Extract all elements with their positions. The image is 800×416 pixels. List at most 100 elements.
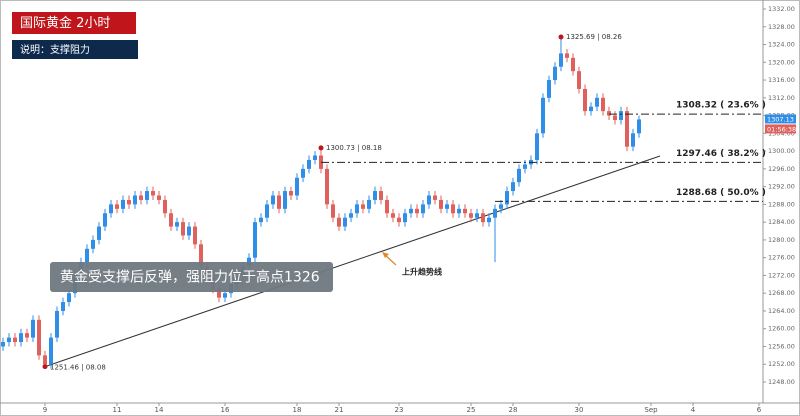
y-tick-label: 1268.00 xyxy=(768,289,795,297)
candle-body xyxy=(637,119,641,134)
price-tag-label: 1307.13 xyxy=(767,115,794,123)
candle-body xyxy=(571,57,575,72)
y-tick-label: 1324.00 xyxy=(768,41,795,49)
candle-body xyxy=(313,155,317,160)
candle-body xyxy=(325,168,329,205)
candle-body xyxy=(25,333,29,338)
candle-body xyxy=(97,226,101,240)
chart-subtitle: 说明：支撑阻力 xyxy=(20,43,90,56)
candle-body xyxy=(595,97,599,107)
candle-body xyxy=(121,199,125,209)
candle-body xyxy=(589,106,593,112)
x-tick-label: 21 xyxy=(335,406,344,414)
point-marker xyxy=(318,145,324,151)
candle-body xyxy=(67,293,71,303)
candle-body xyxy=(469,213,473,218)
candle-body xyxy=(1,342,5,347)
y-tick-label: 1248.00 xyxy=(768,378,795,386)
candle-body xyxy=(13,337,17,343)
point-label: 1251.46 | 08.08 xyxy=(50,364,106,372)
candle-body xyxy=(427,195,431,205)
candle-body xyxy=(103,213,107,227)
candle-body xyxy=(85,248,89,263)
candle-body xyxy=(43,355,47,365)
candle-body xyxy=(505,191,509,205)
candle-body xyxy=(535,133,539,160)
y-tick-label: 1292.00 xyxy=(768,183,795,191)
x-tick-label: 18 xyxy=(293,406,302,414)
candle-body xyxy=(511,182,515,192)
candle-body xyxy=(553,66,557,81)
candle-body xyxy=(391,213,395,218)
candle-body xyxy=(631,133,635,147)
x-tick-label: 28 xyxy=(509,406,518,414)
level-label: 1297.46 ( 38.2% ) xyxy=(676,149,766,159)
candle-body xyxy=(55,310,59,338)
candle-body xyxy=(475,213,479,218)
candle-body xyxy=(445,204,449,209)
candle-body xyxy=(193,226,197,245)
candle-body xyxy=(361,204,365,209)
candle-body xyxy=(415,208,419,214)
y-tick-label: 1284.00 xyxy=(768,218,795,226)
y-tick-label: 1256.00 xyxy=(768,342,795,350)
y-tick-label: 1296.00 xyxy=(768,165,795,173)
callout-box xyxy=(50,262,333,292)
candle-body xyxy=(481,213,485,223)
candle-body xyxy=(175,222,179,227)
candle-body xyxy=(301,168,305,178)
y-tick-label: 1264.00 xyxy=(768,307,795,315)
candle-body xyxy=(541,97,545,134)
candle-body xyxy=(37,319,41,356)
candle-body xyxy=(289,191,293,196)
candle-body xyxy=(457,208,461,214)
x-tick-label: 6 xyxy=(757,406,762,414)
candle-body xyxy=(127,199,131,205)
candle-body xyxy=(439,199,443,209)
candle-body xyxy=(7,337,11,343)
candle-body xyxy=(499,204,503,209)
candle-body xyxy=(487,217,491,223)
candle-body xyxy=(601,97,605,112)
candle-body xyxy=(463,208,467,214)
y-tick-label: 1328.00 xyxy=(768,23,795,31)
x-tick-label: Sep xyxy=(644,406,658,414)
candle-body xyxy=(331,204,335,218)
x-tick-label: 4 xyxy=(691,406,696,414)
candle-body xyxy=(619,111,623,121)
y-tick-label: 1252.00 xyxy=(768,360,795,368)
candle-body xyxy=(151,191,155,196)
timer-tag xyxy=(765,124,796,134)
candle-body xyxy=(271,195,275,205)
y-tick-label: 1288.00 xyxy=(768,200,795,208)
timer-label: 01:56:38 xyxy=(767,125,796,133)
candle-body xyxy=(583,88,587,112)
point-marker xyxy=(42,364,48,370)
title-box xyxy=(12,12,136,34)
candle-body xyxy=(565,53,569,58)
x-tick-label: 9 xyxy=(43,406,47,414)
candle-body xyxy=(163,199,167,214)
y-tick-label: 1280.00 xyxy=(768,236,795,244)
y-tick-label: 1300.00 xyxy=(768,147,795,155)
point-label: 1325.69 | 08.26 xyxy=(566,33,622,41)
candle-body xyxy=(337,217,341,227)
candle-body xyxy=(607,111,611,116)
point-marker xyxy=(558,34,564,40)
candle-body xyxy=(379,191,383,200)
candle-body xyxy=(451,204,455,214)
candle-body xyxy=(307,159,311,169)
candle-body xyxy=(19,333,23,343)
candle-body xyxy=(187,226,191,236)
candle-body xyxy=(493,208,497,218)
candle-body xyxy=(277,195,281,209)
y-tick-label: 1260.00 xyxy=(768,325,795,333)
candle-body xyxy=(349,213,353,218)
candle-body xyxy=(253,222,257,258)
x-tick-label: 16 xyxy=(221,406,230,414)
candle-body xyxy=(133,195,137,205)
level-label: 1288.68 ( 50.0% ) xyxy=(676,188,766,198)
level-label: 1308.32 ( 23.6% ) xyxy=(676,101,766,111)
